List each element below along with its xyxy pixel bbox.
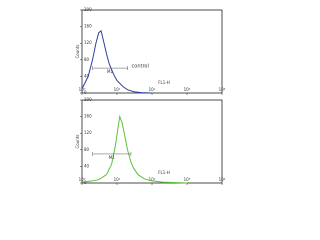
y-axis-label: Counts bbox=[75, 45, 80, 59]
plot-frame bbox=[81, 99, 223, 184]
x-tick-label: 10⁴ bbox=[219, 177, 226, 182]
x-tick-label: 10⁴ bbox=[219, 87, 226, 92]
y-tick-label: 40 bbox=[84, 163, 90, 168]
x-tick-label: 10² bbox=[149, 177, 156, 182]
x-tick-label: 10¹ bbox=[114, 177, 121, 182]
gate-label: M1 bbox=[109, 155, 115, 160]
y-tick-label: 120 bbox=[84, 40, 92, 45]
y-tick-label: 160 bbox=[84, 114, 92, 119]
y-tick-label: 200 bbox=[84, 7, 92, 12]
x-tick-label: 10² bbox=[149, 87, 156, 92]
y-tick-label: 120 bbox=[84, 130, 92, 135]
y-tick-label: 0 bbox=[84, 180, 87, 185]
x-tick-label: 10³ bbox=[184, 87, 191, 92]
series-label: control bbox=[132, 64, 149, 70]
x-axis-label: FL1-H bbox=[158, 80, 170, 85]
x-axis-label: FL1-H bbox=[158, 170, 170, 175]
figure: 10⁰ 10¹ 10² 10³ 10⁴ 0 40 80 120 160 200 FL1-H Counts… bbox=[75, 7, 226, 185]
y-tick-label: 80 bbox=[84, 57, 90, 62]
plot-frame bbox=[81, 9, 223, 94]
y-tick-label: 200 bbox=[84, 97, 92, 102]
y-tick-label: 0 bbox=[84, 90, 87, 95]
y-tick-label: 40 bbox=[84, 73, 90, 78]
x-tick-label: 10¹ bbox=[114, 87, 121, 92]
histogram-line bbox=[81, 114, 188, 184]
histogram-line bbox=[81, 29, 153, 94]
x-tick-label: 10³ bbox=[184, 177, 191, 182]
y-tick-label: 160 bbox=[84, 24, 92, 29]
x-tick-label: 10⁰ bbox=[79, 87, 86, 92]
y-tick-label: 80 bbox=[84, 147, 90, 152]
gate-label: M1 bbox=[107, 69, 113, 74]
y-axis-label: Counts bbox=[75, 135, 80, 149]
x-tick-label: 10⁰ bbox=[79, 177, 86, 182]
